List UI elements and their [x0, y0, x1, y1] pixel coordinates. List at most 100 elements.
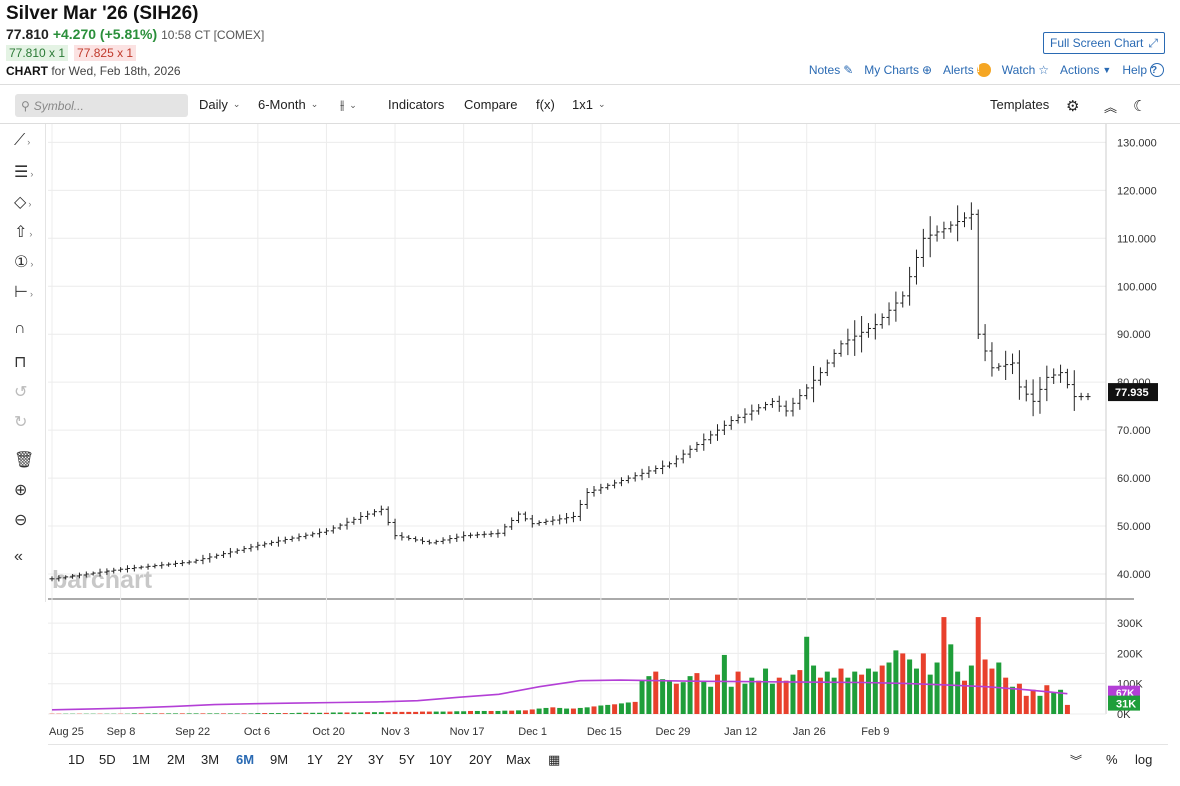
watch-link[interactable]: Watch ☆: [1002, 63, 1049, 77]
zoom-in-button[interactable]: ⊕: [14, 480, 38, 500]
chart-toolbar: ⚲ Symbol... Daily ⌄ 6-Month ⌄ ⫲ ⌄ Indicators…: [0, 84, 1180, 124]
bid-ask: 77.810 x 1 77.825 x 1: [6, 45, 137, 61]
fx-button[interactable]: f(x): [536, 97, 555, 112]
volume-bar: [337, 712, 343, 714]
alert-icon: !: [976, 63, 991, 77]
expand-down-icon[interactable]: ︾: [1070, 754, 1083, 768]
volume-tick-label: 300K: [1117, 618, 1143, 630]
volume-bar: [968, 665, 974, 714]
price-tick-label: 120.000: [1117, 185, 1157, 197]
range-3m-button[interactable]: 3M: [201, 752, 220, 767]
compare-button[interactable]: Compare: [464, 97, 517, 112]
range-20y-button[interactable]: 20Y: [469, 752, 493, 767]
volume-bar: [666, 680, 672, 714]
settings-gear-icon[interactable]: ⚙: [1066, 98, 1080, 115]
volume-bar: [701, 680, 707, 714]
trendline-tool[interactable]: ⟋ ›: [14, 132, 38, 150]
volume-bar: [495, 710, 501, 714]
volume-ma-label: 67K: [1116, 689, 1135, 700]
range-2y-button[interactable]: 2Y: [337, 752, 353, 767]
layout-select[interactable]: 1x1 ⌄: [572, 97, 606, 112]
symbol-search-input[interactable]: ⚲ Symbol...: [15, 94, 188, 117]
redo-button[interactable]: ↻: [14, 412, 38, 432]
volume-bar: [454, 711, 460, 714]
chevron-down-icon: ⌄: [349, 99, 357, 110]
volume-bar: [927, 674, 933, 714]
range-5y-button[interactable]: 5Y: [399, 752, 415, 767]
log-scale-button[interactable]: log: [1135, 752, 1153, 767]
price-tick-label: 100.000: [1117, 281, 1157, 293]
volume-bar: [913, 668, 919, 714]
templates-label: Templates: [990, 97, 1050, 112]
volume-bar: [797, 670, 803, 714]
volume-last-label: 31K: [1116, 699, 1136, 711]
volume-bar: [179, 713, 185, 714]
volume-bar: [440, 711, 446, 714]
volume-bar: [166, 713, 172, 714]
collapse-up-icon[interactable]: ︽: [1104, 100, 1118, 115]
lock-tool[interactable]: ⊓: [14, 352, 38, 372]
volume-bar: [138, 713, 144, 714]
shapes-tool[interactable]: ◇ ›: [14, 192, 38, 212]
range-2m-button[interactable]: 2M: [167, 752, 186, 767]
undo-button[interactable]: ↺: [14, 382, 38, 402]
range-1m-button[interactable]: 1M: [132, 752, 151, 767]
chevron-down-icon: ⌄: [232, 99, 241, 109]
period-select[interactable]: 6-Month ⌄: [258, 97, 318, 112]
range-1d-button[interactable]: 1D: [68, 752, 85, 767]
help-link[interactable]: Help?: [1122, 63, 1164, 77]
interval-select[interactable]: Daily ⌄: [199, 97, 240, 112]
volume-bar: [660, 679, 666, 714]
fibonacci-tool[interactable]: ☰ ›: [14, 162, 38, 182]
price-chart[interactable]: barchart 130.000 120.000 110.000 100.000 90.…: [0, 124, 1180, 744]
volume-bar: [557, 707, 563, 714]
volume-bar: [872, 671, 878, 714]
delete-drawings-button[interactable]: 🗑: [14, 450, 38, 470]
full-screen-chart-button[interactable]: Full Screen Chart ⤢: [1043, 32, 1165, 54]
arrow-tool[interactable]: ⇧ ›: [14, 222, 38, 242]
measure-tool[interactable]: ⊢ ›: [14, 282, 38, 302]
range-10y-button[interactable]: 10Y: [429, 752, 453, 767]
chevron-right-icon: ›: [29, 289, 33, 299]
range-max-button[interactable]: Max: [506, 752, 531, 767]
range-9m-button[interactable]: 9M: [270, 752, 289, 767]
collapse-sidebar-button[interactable]: «: [14, 548, 38, 566]
actions-menu[interactable]: Actions ▼: [1060, 63, 1111, 77]
range-6m-button[interactable]: 6M: [236, 752, 255, 767]
volume-bar: [639, 680, 645, 714]
volume-bar: [694, 673, 700, 714]
volume-bar: [323, 712, 329, 714]
trash-icon: 🗑: [14, 452, 35, 469]
zoom-out-button[interactable]: ⊖: [14, 510, 38, 530]
chevron-right-icon: ›: [30, 169, 34, 179]
volume-bar: [673, 683, 679, 714]
alerts-link[interactable]: Alerts!: [943, 63, 991, 77]
volume-bar: [172, 713, 178, 714]
range-1y-button[interactable]: 1Y: [307, 752, 323, 767]
last-price: 77.810: [6, 26, 49, 42]
chart-type-select[interactable]: ⫲ ⌄: [340, 97, 357, 113]
calendar-icon[interactable]: ▦: [548, 752, 561, 767]
volume-bar: [371, 712, 377, 714]
magnet-tool[interactable]: ∩: [14, 320, 38, 338]
volume-bar: [941, 617, 947, 714]
full-screen-label: Full Screen Chart: [1050, 36, 1144, 50]
range-3y-button[interactable]: 3Y: [368, 752, 384, 767]
volume-bar: [248, 713, 254, 714]
annotation-tool[interactable]: ① ›: [14, 252, 38, 272]
dark-mode-moon-icon[interactable]: ☾: [1133, 98, 1147, 115]
volume-bar: [811, 665, 817, 714]
volume-bar: [852, 671, 858, 714]
range-5d-button[interactable]: 5D: [99, 752, 116, 767]
indicators-button[interactable]: Indicators: [388, 97, 444, 112]
grid: [48, 124, 1134, 715]
volume-bar: [262, 713, 268, 714]
price-tick-label: 50.000: [1117, 521, 1151, 533]
price-tick-label: 110.000: [1117, 233, 1156, 245]
notes-link[interactable]: Notes ✎: [809, 63, 853, 77]
my-charts-link[interactable]: My Charts ⊕: [864, 63, 932, 77]
date-tick-label: Aug 25: [49, 726, 84, 738]
percent-scale-button[interactable]: %: [1106, 752, 1118, 767]
templates-button[interactable]: Templates: [990, 97, 1049, 112]
